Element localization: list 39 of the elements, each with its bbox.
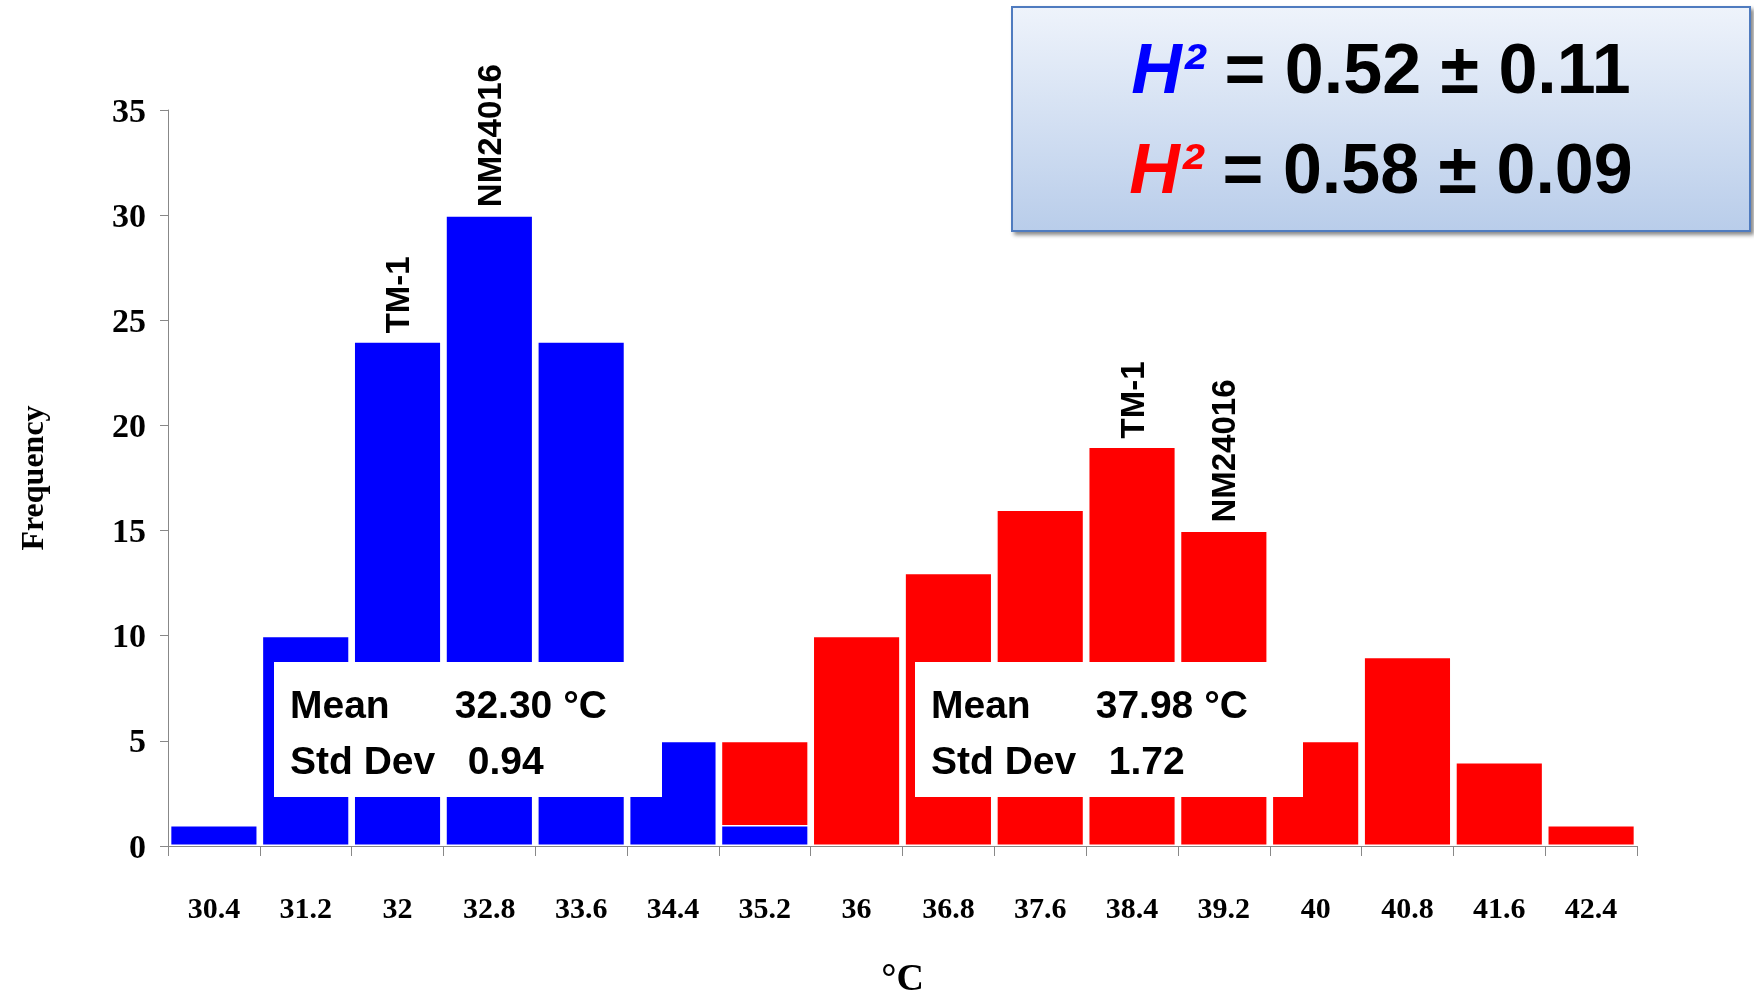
text-box: H² = 0.52 ± 0.11 H² = 0.58 ± 0.09 (1011, 6, 1751, 232)
annotation: TM-1 (379, 256, 417, 334)
x-tick-label: 31.2 (279, 890, 332, 924)
y-tick-label: 5 (129, 722, 146, 760)
x-tick-label: 36.8 (922, 890, 975, 924)
annotation: TM-1 (1113, 361, 1151, 439)
annotation: Mean 32.30 °C Std Dev 0.94 (290, 682, 607, 782)
x-tick-label: 32 (382, 890, 413, 924)
bar (812, 635, 901, 846)
x-tick-label: 40 (1300, 890, 1331, 924)
x-tick-label: 32.8 (463, 890, 516, 924)
x-tick-label: 35.2 (738, 890, 792, 924)
y-tick-label: 10 (112, 617, 146, 655)
annotation: H² = 0.58 ± 0.09 (1129, 130, 1633, 208)
y-tick-label: 15 (112, 512, 146, 550)
x-tick-label: 40.8 (1381, 890, 1434, 924)
y-axis-title: Frequency (14, 405, 50, 551)
x-tick-label: 38.4 (1105, 890, 1159, 924)
x-tick-label: 34.4 (646, 890, 700, 924)
x-tick-label: 36 (841, 890, 872, 924)
y-tick-label: 20 (112, 406, 146, 444)
bar (169, 824, 258, 846)
y-tick-label: 30 (112, 196, 146, 234)
x-tick-label: 30.4 (187, 890, 241, 924)
bar (1455, 761, 1544, 846)
annotation: Mean 37.98 °C Std Dev 1.72 (931, 682, 1248, 782)
annotation: NM24016 (1205, 379, 1243, 523)
x-tick-label: 33.6 (554, 890, 608, 924)
x-tick-label: 39.2 (1197, 890, 1251, 924)
x-tick-label: 41.6 (1473, 890, 1526, 924)
x-tick-label: 42.4 (1564, 890, 1618, 924)
x-tick-label: 37.6 (1013, 890, 1067, 924)
y-tick-label: 25 (112, 301, 146, 339)
bar (1547, 824, 1636, 846)
bar (1363, 656, 1452, 846)
annotation: NM24016 (470, 64, 508, 208)
x-axis-title: °C (881, 956, 924, 998)
y-tick-label: 35 (112, 91, 146, 129)
y-tick-label: 0 (129, 827, 146, 865)
